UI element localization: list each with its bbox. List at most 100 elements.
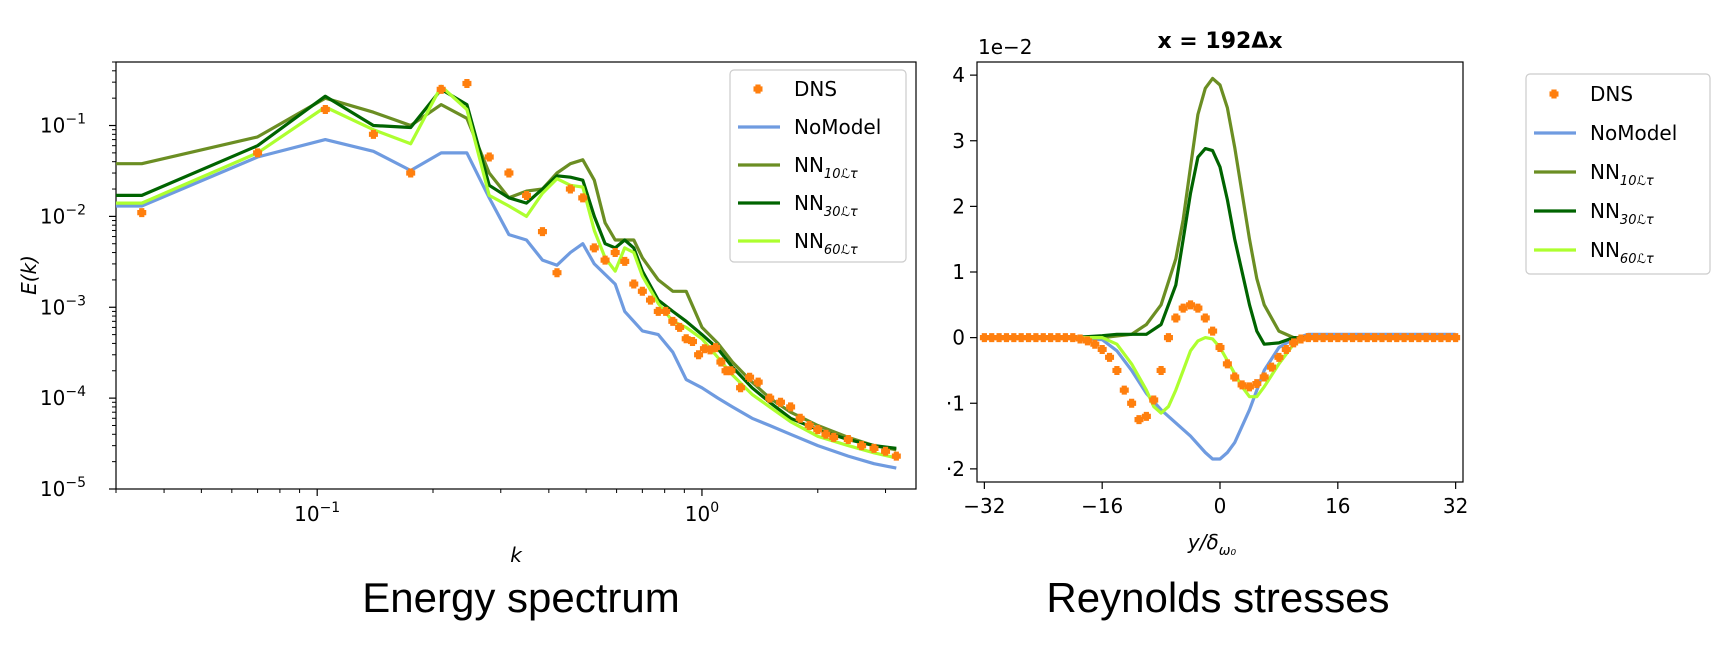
- reynolds-stresses-dns-point: [1244, 382, 1254, 392]
- reynolds-stresses-dns-point: [1163, 333, 1173, 343]
- reynolds-stresses-dns-point: [1281, 344, 1291, 354]
- energy-spectrum-ytick-label: 10−3: [40, 293, 86, 319]
- reynolds-stresses-dns-point: [1318, 333, 1328, 343]
- reynolds-stresses-ytick-label: ·1: [946, 391, 965, 415]
- reynolds-stresses-ytick-label: 1: [952, 260, 965, 284]
- energy-spectrum-dns-point: [869, 443, 879, 453]
- energy-spectrum-dns-point: [637, 286, 647, 296]
- energy-spectrum-panel: 10−1 100 10−1 10−2 10−3 10−4 10−5 k E(k) DNS No…: [17, 61, 917, 621]
- reynolds-stresses-dns-point: [1362, 333, 1372, 343]
- reynolds-stresses-dns-point: [1031, 333, 1041, 343]
- reynolds-stresses-dns-point: [1046, 333, 1056, 343]
- reynolds-stresses-xtick-label: 32: [1443, 494, 1468, 518]
- energy-spectrum-ylabel: E(k): [17, 255, 41, 295]
- energy-spectrum-dns-point: [716, 357, 726, 367]
- energy-spectrum-dns-point: [522, 190, 532, 200]
- energy-spectrum-legend: DNS NoModel NN10ℒτ NN30ℒτ NN60ℒτ: [729, 69, 907, 263]
- reynolds-stresses-dns-point: [1119, 385, 1129, 395]
- energy-spectrum-ytick-label: 10−2: [40, 202, 86, 228]
- reynolds-stresses-legend-label: NoModel: [1590, 121, 1677, 145]
- energy-spectrum-dns-point: [629, 279, 639, 289]
- reynolds-stresses-dns-point: [1267, 362, 1277, 372]
- energy-spectrum-dns-point: [786, 402, 796, 412]
- reynolds-stresses-dns-point: [1009, 333, 1019, 343]
- energy-spectrum-dns-point: [775, 397, 785, 407]
- energy-spectrum-ytick-label: 10−4: [40, 384, 86, 410]
- energy-spectrum-dns-point: [137, 208, 147, 218]
- reynolds-stresses-dns-point: [1149, 395, 1159, 405]
- reynolds-stresses-dns-point: [1105, 352, 1115, 362]
- energy-spectrum-dns-point: [565, 184, 575, 194]
- reynolds-stresses-dns-point: [1333, 333, 1343, 343]
- energy-spectrum-dns-point: [504, 168, 514, 178]
- energy-spectrum-dns-point: [578, 193, 588, 203]
- reynolds-stresses-ytick-label: 2: [952, 194, 965, 218]
- reynolds-stresses-dns-point: [1274, 352, 1284, 362]
- reynolds-stresses-dns-point: [1024, 333, 1034, 343]
- energy-spectrum-dns-point: [484, 152, 494, 162]
- reynolds-stresses-ytick-label: ·2: [946, 457, 965, 481]
- energy-spectrum-dns-point: [829, 432, 839, 442]
- reynolds-stresses-dns-point: [1303, 333, 1313, 343]
- reynolds-stresses-dns-point: [1053, 333, 1063, 343]
- reynolds-stresses-dns-point: [1406, 333, 1416, 343]
- energy-spectrum-dns-point: [753, 377, 763, 387]
- energy-spectrum-dns-point: [589, 243, 599, 253]
- reynolds-stresses-dns-point: [1178, 303, 1188, 313]
- energy-spectrum-series-nomodel-line: [116, 138, 897, 470]
- reynolds-stresses-dns-point: [1252, 379, 1262, 389]
- reynolds-stresses-dns-point: [1186, 300, 1196, 310]
- reynolds-stresses-dns-point: [1038, 333, 1048, 343]
- reynolds-stresses-legend-label: DNS: [1590, 82, 1633, 106]
- reynolds-stresses-dns-point: [1392, 333, 1402, 343]
- reynolds-stresses-xtick-label: 0: [1214, 494, 1227, 518]
- energy-spectrum-xtick-label: 100: [685, 500, 719, 526]
- reynolds-stresses-legend-label: NN60ℒτ: [1590, 238, 1654, 267]
- energy-spectrum-legend-dns-marker: [753, 84, 763, 94]
- energy-spectrum-dns-point: [653, 306, 663, 316]
- energy-spectrum-dns-point: [368, 129, 378, 139]
- energy-spectrum-dns-point: [711, 343, 721, 353]
- reynolds-stresses-dns-point: [1060, 333, 1070, 343]
- reynolds-stresses-dns-point: [1414, 333, 1424, 343]
- energy-spectrum-dns-point: [821, 429, 831, 439]
- reynolds-stresses-series-nomodel-line: [984, 332, 1456, 461]
- energy-spectrum-plot-area: [115, 61, 917, 490]
- reynolds-stresses-xlabel-sub: ω₀: [1219, 543, 1237, 559]
- reynolds-stresses-dns-point: [1237, 380, 1247, 390]
- reynolds-stresses-marks: [979, 76, 1461, 461]
- reynolds-stresses-dns-point: [1377, 333, 1387, 343]
- reynolds-stresses-dns-point: [1399, 333, 1409, 343]
- reynolds-stresses-scale-note: 1e−2: [978, 35, 1033, 59]
- reynolds-stresses-dns-point: [1421, 333, 1431, 343]
- energy-spectrum-legend-label: DNS: [794, 77, 837, 101]
- reynolds-stresses-dns-point: [1355, 333, 1365, 343]
- energy-spectrum-dns-point: [745, 372, 755, 382]
- reynolds-stresses-dns-point: [987, 333, 997, 343]
- reynolds-stresses-dns-point: [1097, 344, 1107, 354]
- energy-spectrum-dns-point: [726, 366, 736, 376]
- reynolds-stresses-plot-area: [976, 61, 1464, 483]
- reynolds-stresses-dns-point: [1016, 333, 1026, 343]
- energy-spectrum-marks: [116, 78, 901, 470]
- reynolds-stresses-series-nn30-line: [984, 147, 1456, 346]
- energy-spectrum-ytick-label: 10−5: [40, 475, 86, 501]
- energy-spectrum-series-nn30-line: [116, 87, 897, 450]
- energy-spectrum-dns-point: [646, 295, 656, 305]
- energy-spectrum-xtick-label: 10−1: [294, 500, 340, 526]
- energy-spectrum-series-nn60-line: [116, 84, 897, 460]
- reynolds-stresses-dns-point: [1296, 334, 1306, 344]
- energy-spectrum-legend-label: NoModel: [794, 115, 881, 139]
- energy-spectrum-dns-point: [804, 420, 814, 430]
- reynolds-stresses-dns-point: [1370, 333, 1380, 343]
- reynolds-stresses-dns-point: [979, 333, 989, 343]
- reynolds-stresses-title: x = 192Δx: [1157, 29, 1282, 54]
- reynolds-stresses-ytick-label: 4: [952, 63, 965, 87]
- reynolds-stresses-dns-point: [1436, 333, 1446, 343]
- reynolds-stresses-dns-point: [1001, 333, 1011, 343]
- reynolds-stresses-legend-box: [1525, 73, 1711, 275]
- energy-spectrum-dns-point: [881, 446, 891, 456]
- reynolds-stresses-xlabel-main: y/δ: [1187, 530, 1219, 554]
